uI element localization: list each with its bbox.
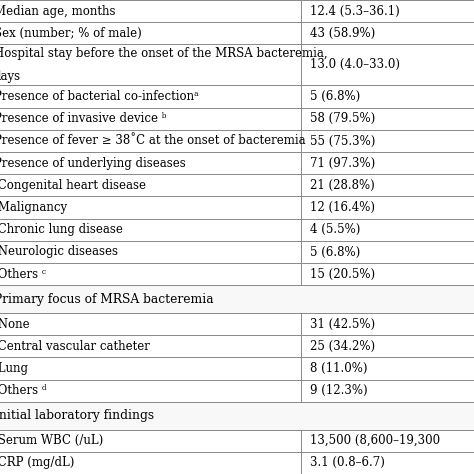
- Text: Presence of underlying diseases: Presence of underlying diseases: [0, 157, 186, 170]
- Text: 55 (75.3%): 55 (75.3%): [310, 135, 376, 147]
- Text: 13,500 (8,600–19,300: 13,500 (8,600–19,300: [310, 434, 441, 447]
- Text: Others ᵈ: Others ᵈ: [0, 384, 46, 397]
- Text: 25 (34.2%): 25 (34.2%): [310, 340, 375, 353]
- Text: 4 (5.5%): 4 (5.5%): [310, 223, 361, 236]
- Text: 15 (20.5%): 15 (20.5%): [310, 268, 375, 281]
- Text: 5 (6.8%): 5 (6.8%): [310, 90, 361, 103]
- Text: 31 (42.5%): 31 (42.5%): [310, 318, 375, 331]
- Text: Serum WBC (/uL): Serum WBC (/uL): [0, 434, 103, 447]
- Text: Hospital stay before the onset of the MRSA bacteremia,: Hospital stay before the onset of the MR…: [0, 47, 328, 60]
- Text: Neurologic diseases: Neurologic diseases: [0, 246, 118, 258]
- Text: 9 (12.3%): 9 (12.3%): [310, 384, 368, 397]
- Text: 12.4 (5.3–36.1): 12.4 (5.3–36.1): [310, 5, 400, 18]
- Text: 8 (11.0%): 8 (11.0%): [310, 362, 368, 375]
- Text: days: days: [0, 70, 21, 82]
- Text: 58 (79.5%): 58 (79.5%): [310, 112, 376, 125]
- Text: Others ᶜ: Others ᶜ: [0, 268, 46, 281]
- Text: Chronic lung disease: Chronic lung disease: [0, 223, 123, 236]
- Text: 43 (58.9%): 43 (58.9%): [310, 27, 376, 40]
- Text: Presence of bacterial co-infectionᵃ: Presence of bacterial co-infectionᵃ: [0, 90, 199, 103]
- Text: 12 (16.4%): 12 (16.4%): [310, 201, 375, 214]
- Bar: [0, 285, 474, 313]
- Text: Presence of fever ≥ 38˚C at the onset of bacteremia: Presence of fever ≥ 38˚C at the onset of…: [0, 135, 305, 147]
- Text: Lung: Lung: [0, 362, 28, 375]
- Text: CRP (mg/dL): CRP (mg/dL): [0, 456, 74, 469]
- Bar: [0, 402, 474, 429]
- Text: Median age, months: Median age, months: [0, 5, 115, 18]
- Text: Malignancy: Malignancy: [0, 201, 67, 214]
- Text: 5 (6.8%): 5 (6.8%): [310, 246, 361, 258]
- Text: Initial laboratory findings: Initial laboratory findings: [0, 409, 154, 422]
- Text: Sex (number; % of male): Sex (number; % of male): [0, 27, 142, 40]
- Text: 13.0 (4.0–33.0): 13.0 (4.0–33.0): [310, 58, 401, 72]
- Text: None: None: [0, 318, 29, 331]
- Text: Congenital heart disease: Congenital heart disease: [0, 179, 146, 192]
- Text: 21 (28.8%): 21 (28.8%): [310, 179, 375, 192]
- Text: 3.1 (0.8–6.7): 3.1 (0.8–6.7): [310, 456, 385, 469]
- Text: Primary focus of MRSA bacteremia: Primary focus of MRSA bacteremia: [0, 292, 213, 306]
- Text: Central vascular catheter: Central vascular catheter: [0, 340, 150, 353]
- Text: 71 (97.3%): 71 (97.3%): [310, 157, 376, 170]
- Text: Presence of invasive device ᵇ: Presence of invasive device ᵇ: [0, 112, 166, 125]
